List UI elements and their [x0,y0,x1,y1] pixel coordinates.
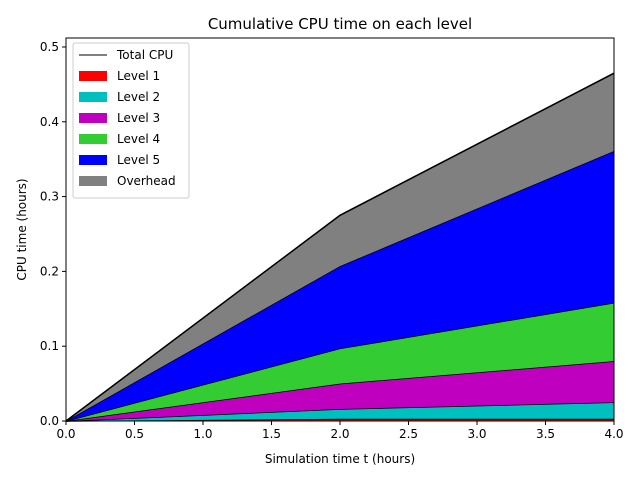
y-tick-label: 0.5 [40,40,59,54]
stacked-areas [65,72,615,422]
legend-swatch-level-5 [79,155,107,165]
legend-swatch-level-1 [79,71,107,81]
x-axis-label: Simulation time t (hours) [265,452,415,466]
area-overhead [66,73,614,421]
x-tick-label: 2.5 [399,427,418,441]
legend-swatch-overhead [79,176,107,186]
legend-label-level-3: Level 3 [117,111,160,125]
x-tick-label: 0.0 [56,427,75,441]
legend-label-level-5: Level 5 [117,153,160,167]
y-tick-label: 0.0 [40,414,59,428]
legend-swatch-level-4 [79,134,107,144]
legend-label-level-2: Level 2 [117,90,160,104]
legend: Total CPU Level 1 Level 2 Level 3 Level 4 Lev… [72,42,190,199]
y-axis: 0.0 0.1 0.2 0.3 0.4 0.5 [40,40,66,428]
x-tick-label: 4.0 [604,427,623,441]
y-tick-label: 0.4 [40,115,59,129]
x-axis: 0.0 0.5 1.0 1.5 2.0 2.5 3.0 3.5 4.0 [56,421,624,441]
y-tick-label: 0.2 [40,264,59,278]
x-tick-label: 1.0 [193,427,212,441]
x-tick-label: 3.5 [536,427,555,441]
legend-swatch-level-2 [79,92,107,102]
total-cpu-line [65,72,615,422]
x-tick-label: 0.5 [125,427,144,441]
legend-label-level-1: Level 1 [117,69,160,83]
legend-label-level-4: Level 4 [117,132,160,146]
x-tick-label: 3.0 [467,427,486,441]
x-tick-label: 2.0 [330,427,349,441]
area-level-4 [66,302,614,421]
chart-title: Cumulative CPU time on each level [208,15,472,33]
y-axis-label: CPU time (hours) [15,178,29,280]
area-level-3 [66,361,614,421]
total-line-group [65,72,615,422]
legend-label-overhead: Overhead [117,174,176,188]
x-tick-label: 1.5 [262,427,281,441]
y-tick-label: 0.1 [40,339,59,353]
area-level-2 [66,402,614,421]
legend-swatch-level-3 [79,113,107,123]
area-level-5 [66,150,614,421]
legend-label-total-cpu: Total CPU [116,48,173,62]
y-tick-label: 0.3 [40,190,59,204]
